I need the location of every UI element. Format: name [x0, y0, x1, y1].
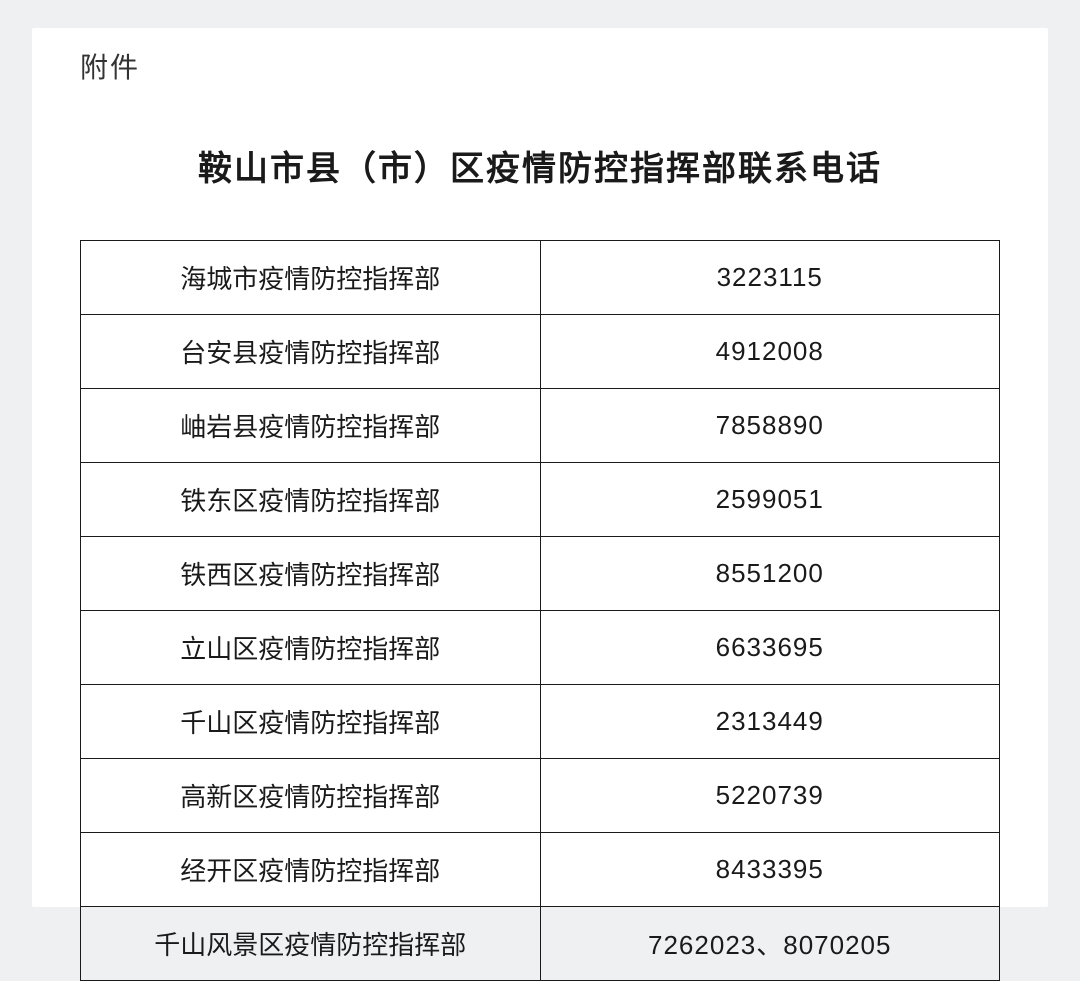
cell-phone: 8433395: [540, 833, 1000, 907]
cell-phone: 8551200: [540, 537, 1000, 611]
cell-name: 台安县疫情防控指挥部: [81, 315, 541, 389]
table-row: 千山风景区疫情防控指挥部 7262023、8070205: [81, 907, 1000, 981]
cell-name: 立山区疫情防控指挥部: [81, 611, 541, 685]
cell-phone: 6633695: [540, 611, 1000, 685]
cell-phone: 5220739: [540, 759, 1000, 833]
cell-phone: 4912008: [540, 315, 1000, 389]
cell-name: 海城市疫情防控指挥部: [81, 241, 541, 315]
cell-phone: 7858890: [540, 389, 1000, 463]
table-row: 经开区疫情防控指挥部 8433395: [81, 833, 1000, 907]
cell-phone: 3223115: [540, 241, 1000, 315]
cell-name: 经开区疫情防控指挥部: [81, 833, 541, 907]
cell-phone: 2599051: [540, 463, 1000, 537]
cell-phone: 7262023、8070205: [540, 907, 1000, 981]
page-title: 鞍山市县（市）区疫情防控指挥部联系电话: [80, 141, 1000, 190]
table-row: 立山区疫情防控指挥部 6633695: [81, 611, 1000, 685]
document-page: 附件 鞍山市县（市）区疫情防控指挥部联系电话 海城市疫情防控指挥部 322311…: [32, 28, 1048, 907]
table-row: 海城市疫情防控指挥部 3223115: [81, 241, 1000, 315]
table-row: 铁东区疫情防控指挥部 2599051: [81, 463, 1000, 537]
table-row: 千山区疫情防控指挥部 2313449: [81, 685, 1000, 759]
cell-name: 千山风景区疫情防控指挥部: [81, 907, 541, 981]
cell-name: 铁西区疫情防控指挥部: [81, 537, 541, 611]
table-row: 铁西区疫情防控指挥部 8551200: [81, 537, 1000, 611]
cell-name: 千山区疫情防控指挥部: [81, 685, 541, 759]
cell-name: 高新区疫情防控指挥部: [81, 759, 541, 833]
table-row: 岫岩县疫情防控指挥部 7858890: [81, 389, 1000, 463]
contacts-table: 海城市疫情防控指挥部 3223115 台安县疫情防控指挥部 4912008 岫岩…: [80, 240, 1000, 981]
table-body: 海城市疫情防控指挥部 3223115 台安县疫情防控指挥部 4912008 岫岩…: [81, 241, 1000, 981]
table-row: 高新区疫情防控指挥部 5220739: [81, 759, 1000, 833]
cell-name: 铁东区疫情防控指挥部: [81, 463, 541, 537]
attachment-label: 附件: [80, 46, 1000, 86]
cell-name: 岫岩县疫情防控指挥部: [81, 389, 541, 463]
cell-phone: 2313449: [540, 685, 1000, 759]
table-row: 台安县疫情防控指挥部 4912008: [81, 315, 1000, 389]
